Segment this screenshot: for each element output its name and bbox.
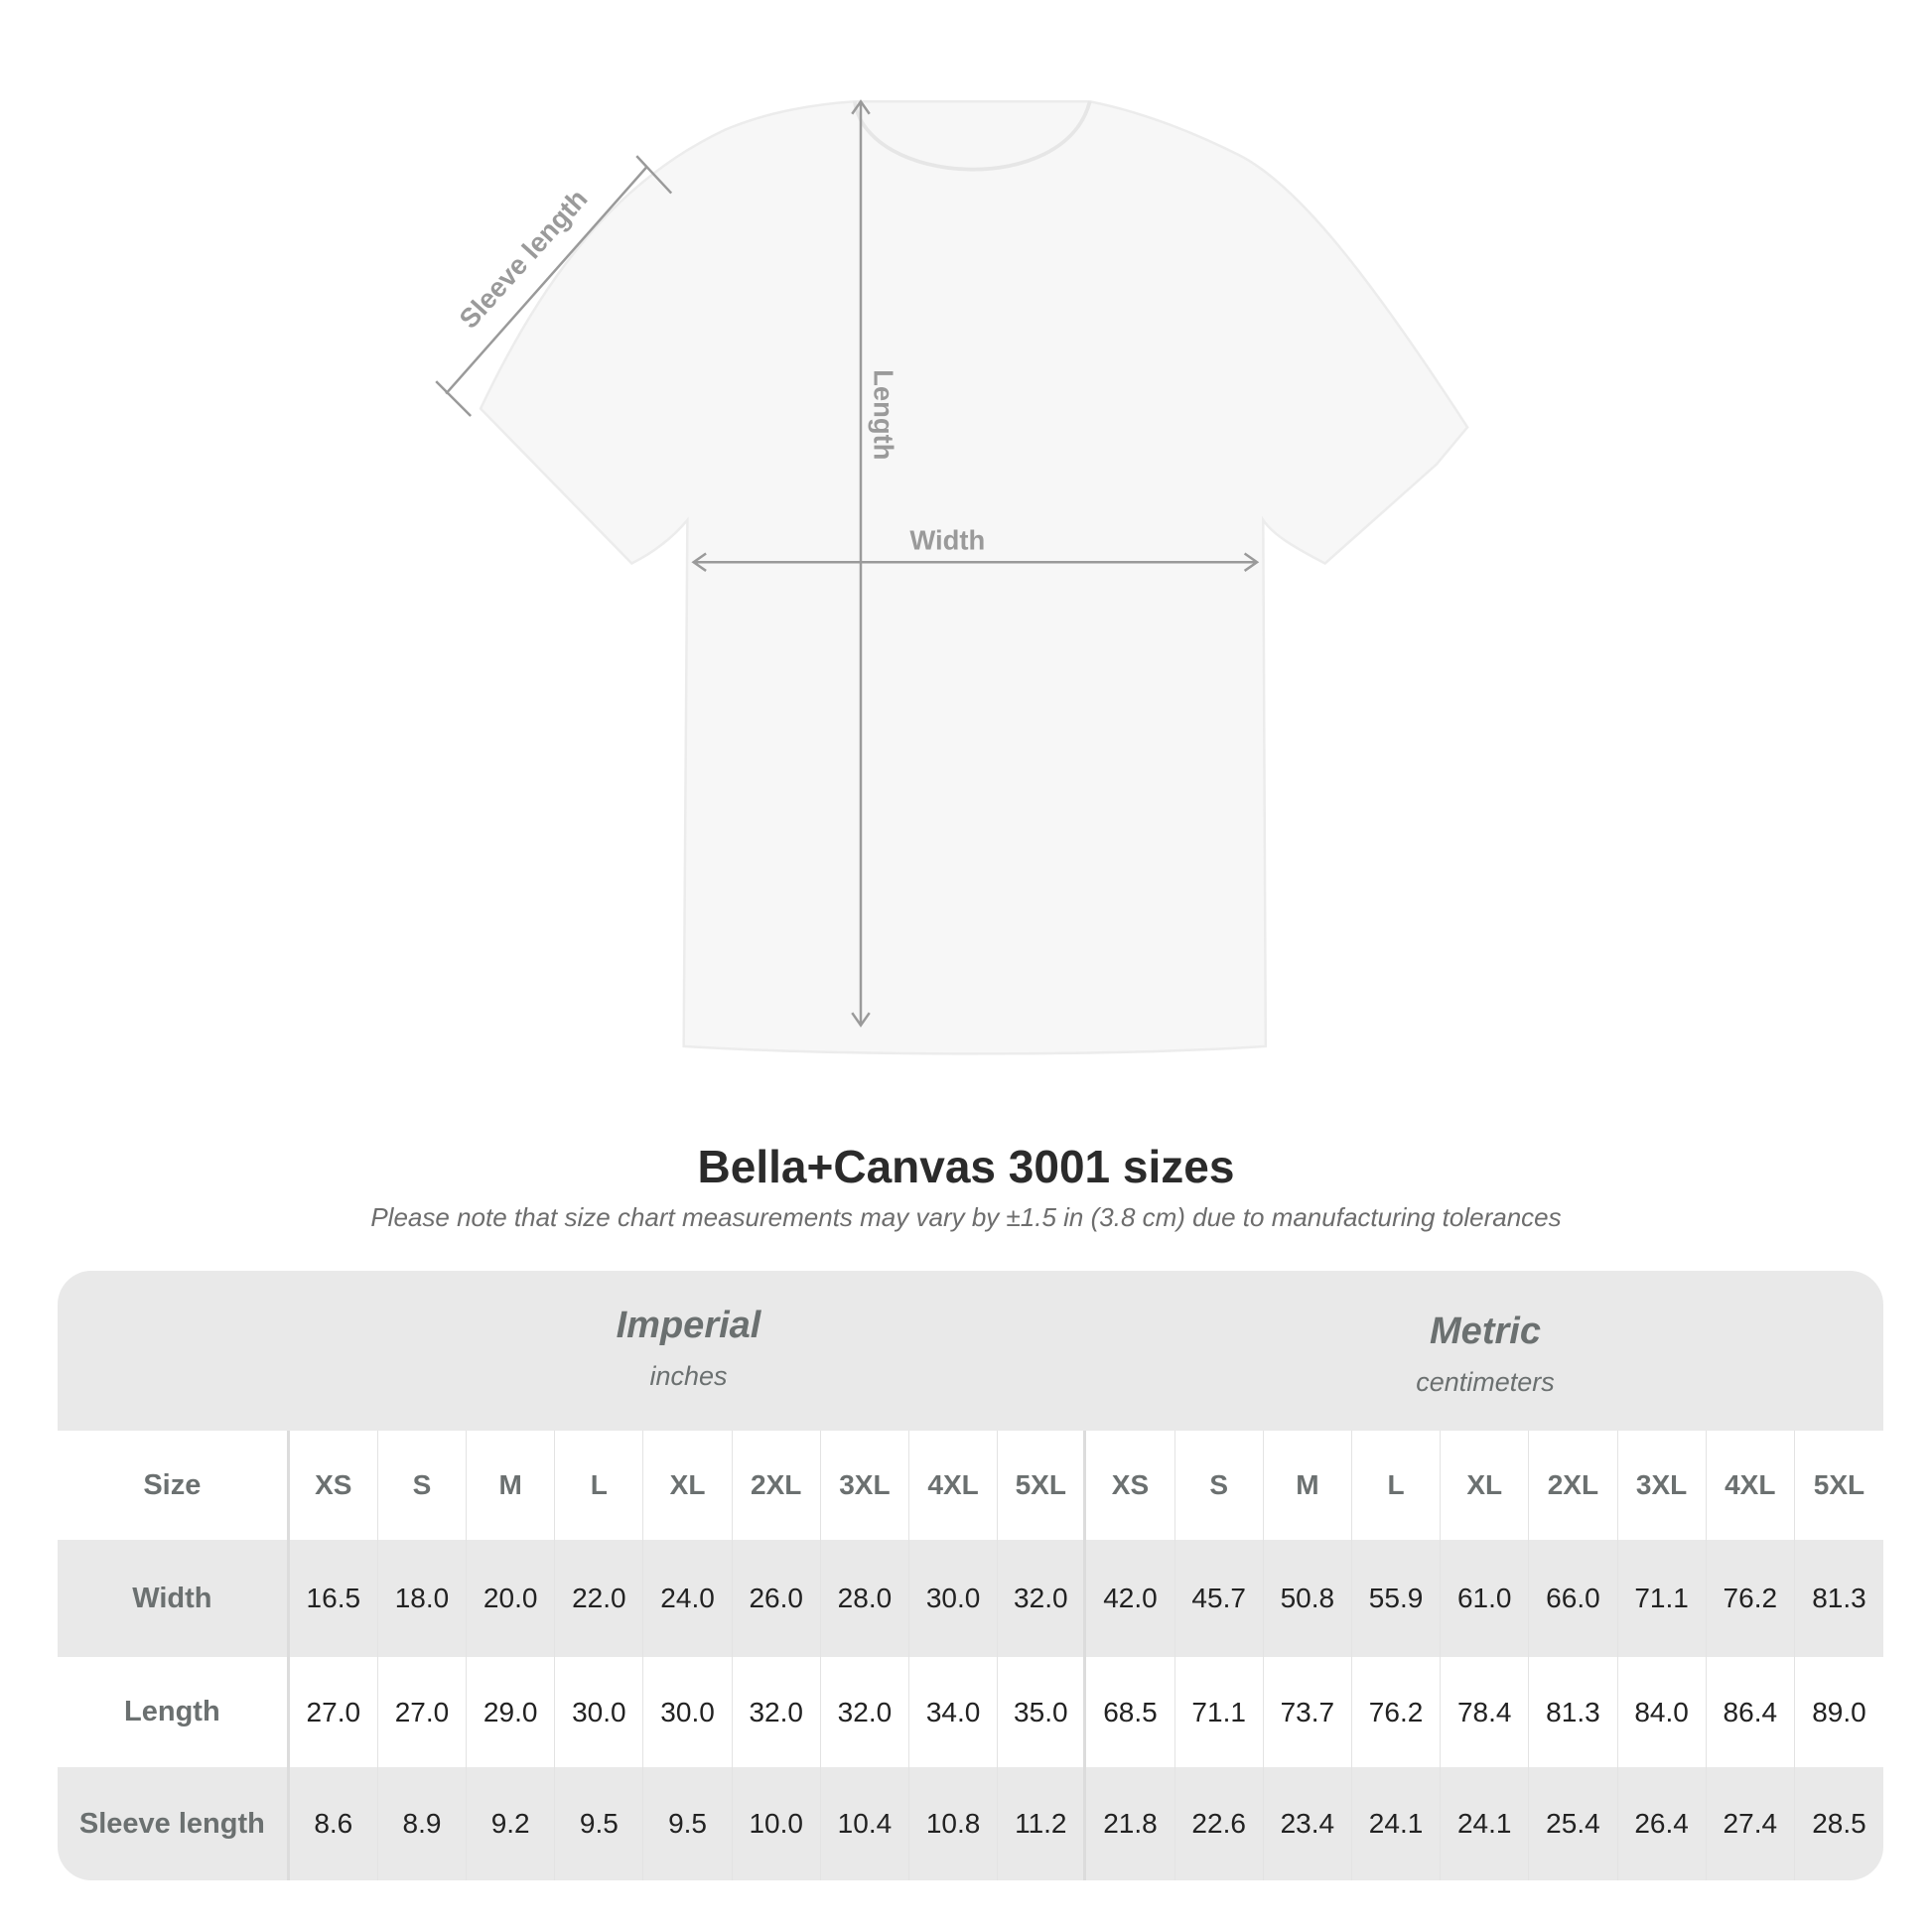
value-cell: 22.0 — [555, 1540, 644, 1657]
value-cell: 71.1 — [1618, 1540, 1707, 1657]
value-cell: 11.2 — [998, 1767, 1087, 1880]
value-cell: 34.0 — [909, 1657, 999, 1767]
row-label: Width — [58, 1540, 290, 1657]
value-cell: 66.0 — [1529, 1540, 1618, 1657]
table-header — [58, 1271, 1883, 1431]
size-chart-table: Imperial inches Metric centimeters Size X… — [58, 1271, 1883, 1880]
value-cell: 32.0 — [998, 1540, 1087, 1657]
value-cell: 32.0 — [821, 1657, 910, 1767]
value-cell: 30.0 — [555, 1657, 644, 1767]
width-label: Width — [909, 525, 985, 556]
value-cell: 10.4 — [821, 1767, 910, 1880]
size-header-cell: 3XL — [1618, 1431, 1707, 1540]
value-cell: 27.0 — [290, 1657, 378, 1767]
value-cell: 84.0 — [1618, 1657, 1707, 1767]
value-cell: 8.6 — [290, 1767, 378, 1880]
value-cell: 81.3 — [1529, 1657, 1618, 1767]
size-header-cell: 5XL — [998, 1431, 1087, 1540]
value-cell: 30.0 — [643, 1657, 733, 1767]
value-cell: 28.5 — [1812, 1808, 1866, 1839]
table-row: Width 16.5 18.0 20.0 22.0 24.0 26.0 28.0 30.0 32.… — [58, 1540, 1883, 1657]
group-name: Metric — [1430, 1311, 1541, 1352]
value-cell: 9.5 — [643, 1767, 733, 1880]
length-label: Length — [869, 369, 899, 460]
value-cell: 61.0 — [1441, 1540, 1530, 1657]
size-header-cell: S — [378, 1431, 468, 1540]
size-header-cell: XL — [643, 1431, 733, 1540]
value-cell: 16.5 — [290, 1540, 378, 1657]
size-header-cell: L — [1352, 1431, 1442, 1540]
size-header-cell: 2XL — [733, 1431, 821, 1540]
size-header-cell: M — [1264, 1431, 1352, 1540]
tshirt-diagram: Length Width Sleeve length — [435, 99, 1469, 1055]
value-cell: 86.4 — [1707, 1657, 1795, 1767]
value-cell: 24.0 — [643, 1540, 733, 1657]
value-cell: 81.3 — [1812, 1583, 1866, 1613]
value-cell: 24.1 — [1352, 1767, 1442, 1880]
value-cell: 29.0 — [467, 1657, 556, 1767]
size-header-row: Size XS S M L XL 2XL 3XL 4XL 5XL XS S M L XL 2XL 3XL 4XL 5… — [58, 1431, 1883, 1540]
value-cell: 78.4 — [1441, 1657, 1530, 1767]
value-cell: 9.2 — [467, 1767, 556, 1880]
value-cell: 25.4 — [1529, 1767, 1618, 1880]
value-cell: 55.9 — [1352, 1540, 1442, 1657]
size-header-cell: M — [467, 1431, 556, 1540]
value-cell: 10.0 — [733, 1767, 821, 1880]
row-label: Size — [58, 1431, 290, 1540]
value-cell: 18.0 — [378, 1540, 468, 1657]
value-cell: 21.8 — [1086, 1767, 1175, 1880]
imperial-group: Imperial inches — [290, 1305, 1087, 1392]
collar — [852, 100, 1092, 172]
size-header-cell: 4XL — [1707, 1431, 1795, 1540]
tshirt-image — [479, 100, 1469, 1055]
size-header-cell: 5XL — [1813, 1469, 1865, 1500]
value-cell: 26.4 — [1618, 1767, 1707, 1880]
value-cell: 28.0 — [821, 1540, 910, 1657]
value-cell: 23.4 — [1264, 1767, 1352, 1880]
size-header-cell: 4XL — [909, 1431, 999, 1540]
value-cell: 76.2 — [1707, 1540, 1795, 1657]
value-cell: 71.1 — [1175, 1657, 1264, 1767]
size-header-cell: 2XL — [1529, 1431, 1618, 1540]
value-cell: 73.7 — [1264, 1657, 1352, 1767]
group-unit: inches — [649, 1361, 728, 1391]
value-cell: 42.0 — [1086, 1540, 1175, 1657]
size-header-cell: L — [555, 1431, 644, 1540]
value-cell: 76.2 — [1352, 1657, 1442, 1767]
row-label: Length — [58, 1657, 290, 1767]
value-cell: 20.0 — [467, 1540, 556, 1657]
row-label: Sleeve length — [58, 1767, 290, 1880]
value-cell: 27.0 — [378, 1657, 468, 1767]
value-cell: 30.0 — [909, 1540, 999, 1657]
value-cell: 45.7 — [1175, 1540, 1264, 1657]
metric-group: Metric centimeters — [1087, 1311, 1883, 1398]
value-cell: 9.5 — [555, 1767, 644, 1880]
page-title: Bella+Canvas 3001 sizes — [697, 1141, 1235, 1192]
tolerance-note: Please note that size chart measurements… — [370, 1202, 1562, 1232]
sleeve-length-line — [445, 166, 648, 395]
value-cell: 26.0 — [733, 1540, 821, 1657]
size-header-cell: XL — [1441, 1431, 1530, 1540]
value-cell: 8.9 — [378, 1767, 468, 1880]
value-cell: 35.0 — [998, 1657, 1087, 1767]
table-row: Length 27.0 27.0 29.0 30.0 30.0 32.0 32.0 34.0 35… — [58, 1657, 1883, 1767]
size-header-cell: S — [1175, 1431, 1264, 1540]
value-cell: 68.5 — [1086, 1657, 1175, 1767]
value-cell: 50.8 — [1264, 1540, 1352, 1657]
value-cell: 10.8 — [909, 1767, 999, 1880]
group-name: Imperial — [616, 1305, 761, 1346]
group-unit: centimeters — [1416, 1367, 1555, 1397]
value-cell: 27.4 — [1707, 1767, 1795, 1880]
size-header-cell: 3XL — [821, 1431, 910, 1540]
table-row: Sleeve length 8.6 8.9 9.2 9.5 9.5 10.0 10.4 10.8… — [58, 1767, 1883, 1880]
value-cell: 24.1 — [1441, 1767, 1530, 1880]
value-cell: 89.0 — [1812, 1696, 1866, 1727]
value-cell: 32.0 — [733, 1657, 821, 1767]
size-header-cell: XS — [290, 1431, 378, 1540]
value-cell: 22.6 — [1175, 1767, 1264, 1880]
size-header-cell: XS — [1086, 1431, 1175, 1540]
